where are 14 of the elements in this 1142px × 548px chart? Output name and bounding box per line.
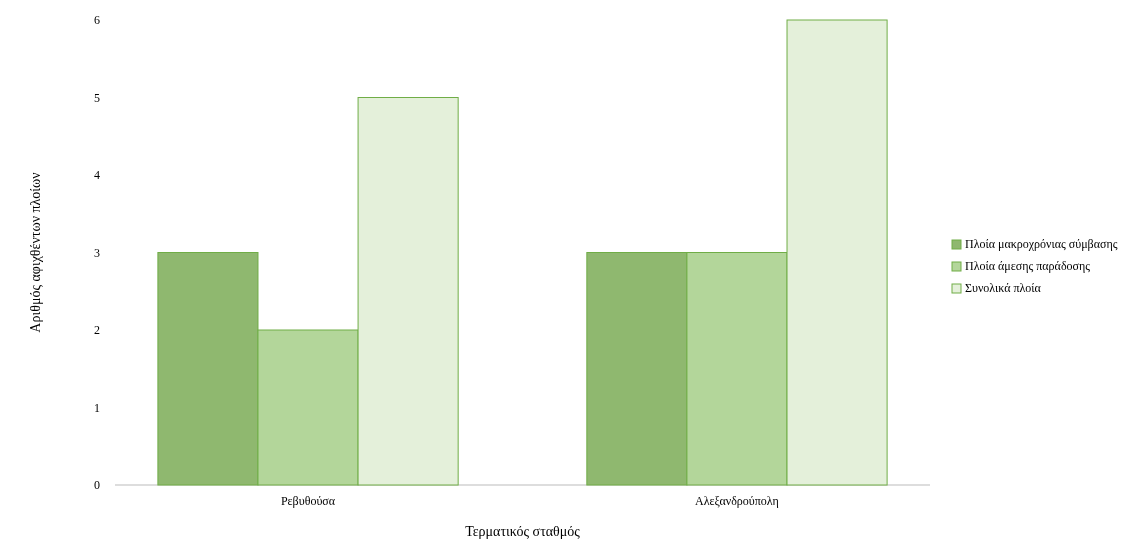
y-tick-label: 5 (94, 90, 100, 105)
x-tick-label: Αλεξανδρούπολη (695, 494, 779, 508)
y-tick-label: 0 (94, 478, 100, 493)
x-axis-title: Τερματικός σταθμός (465, 524, 581, 539)
legend-label: Συνολικά πλοία (965, 281, 1042, 295)
y-tick-label: 4 (94, 168, 100, 183)
y-tick-label: 2 (94, 323, 100, 338)
x-tick-label: Ρεβυθούσα (280, 494, 336, 508)
y-tick-label: 3 (94, 245, 100, 260)
y-tick-label: 6 (94, 13, 100, 28)
legend-label: Πλοία μακροχρόνιας σύμβασης (965, 237, 1118, 251)
y-tick-label: 1 (94, 400, 100, 415)
y-axis-title: Αριθμός αφιχθέντων πλοίων (28, 172, 43, 333)
legend-label: Πλοία άμεσης παράδοσης (965, 259, 1091, 273)
